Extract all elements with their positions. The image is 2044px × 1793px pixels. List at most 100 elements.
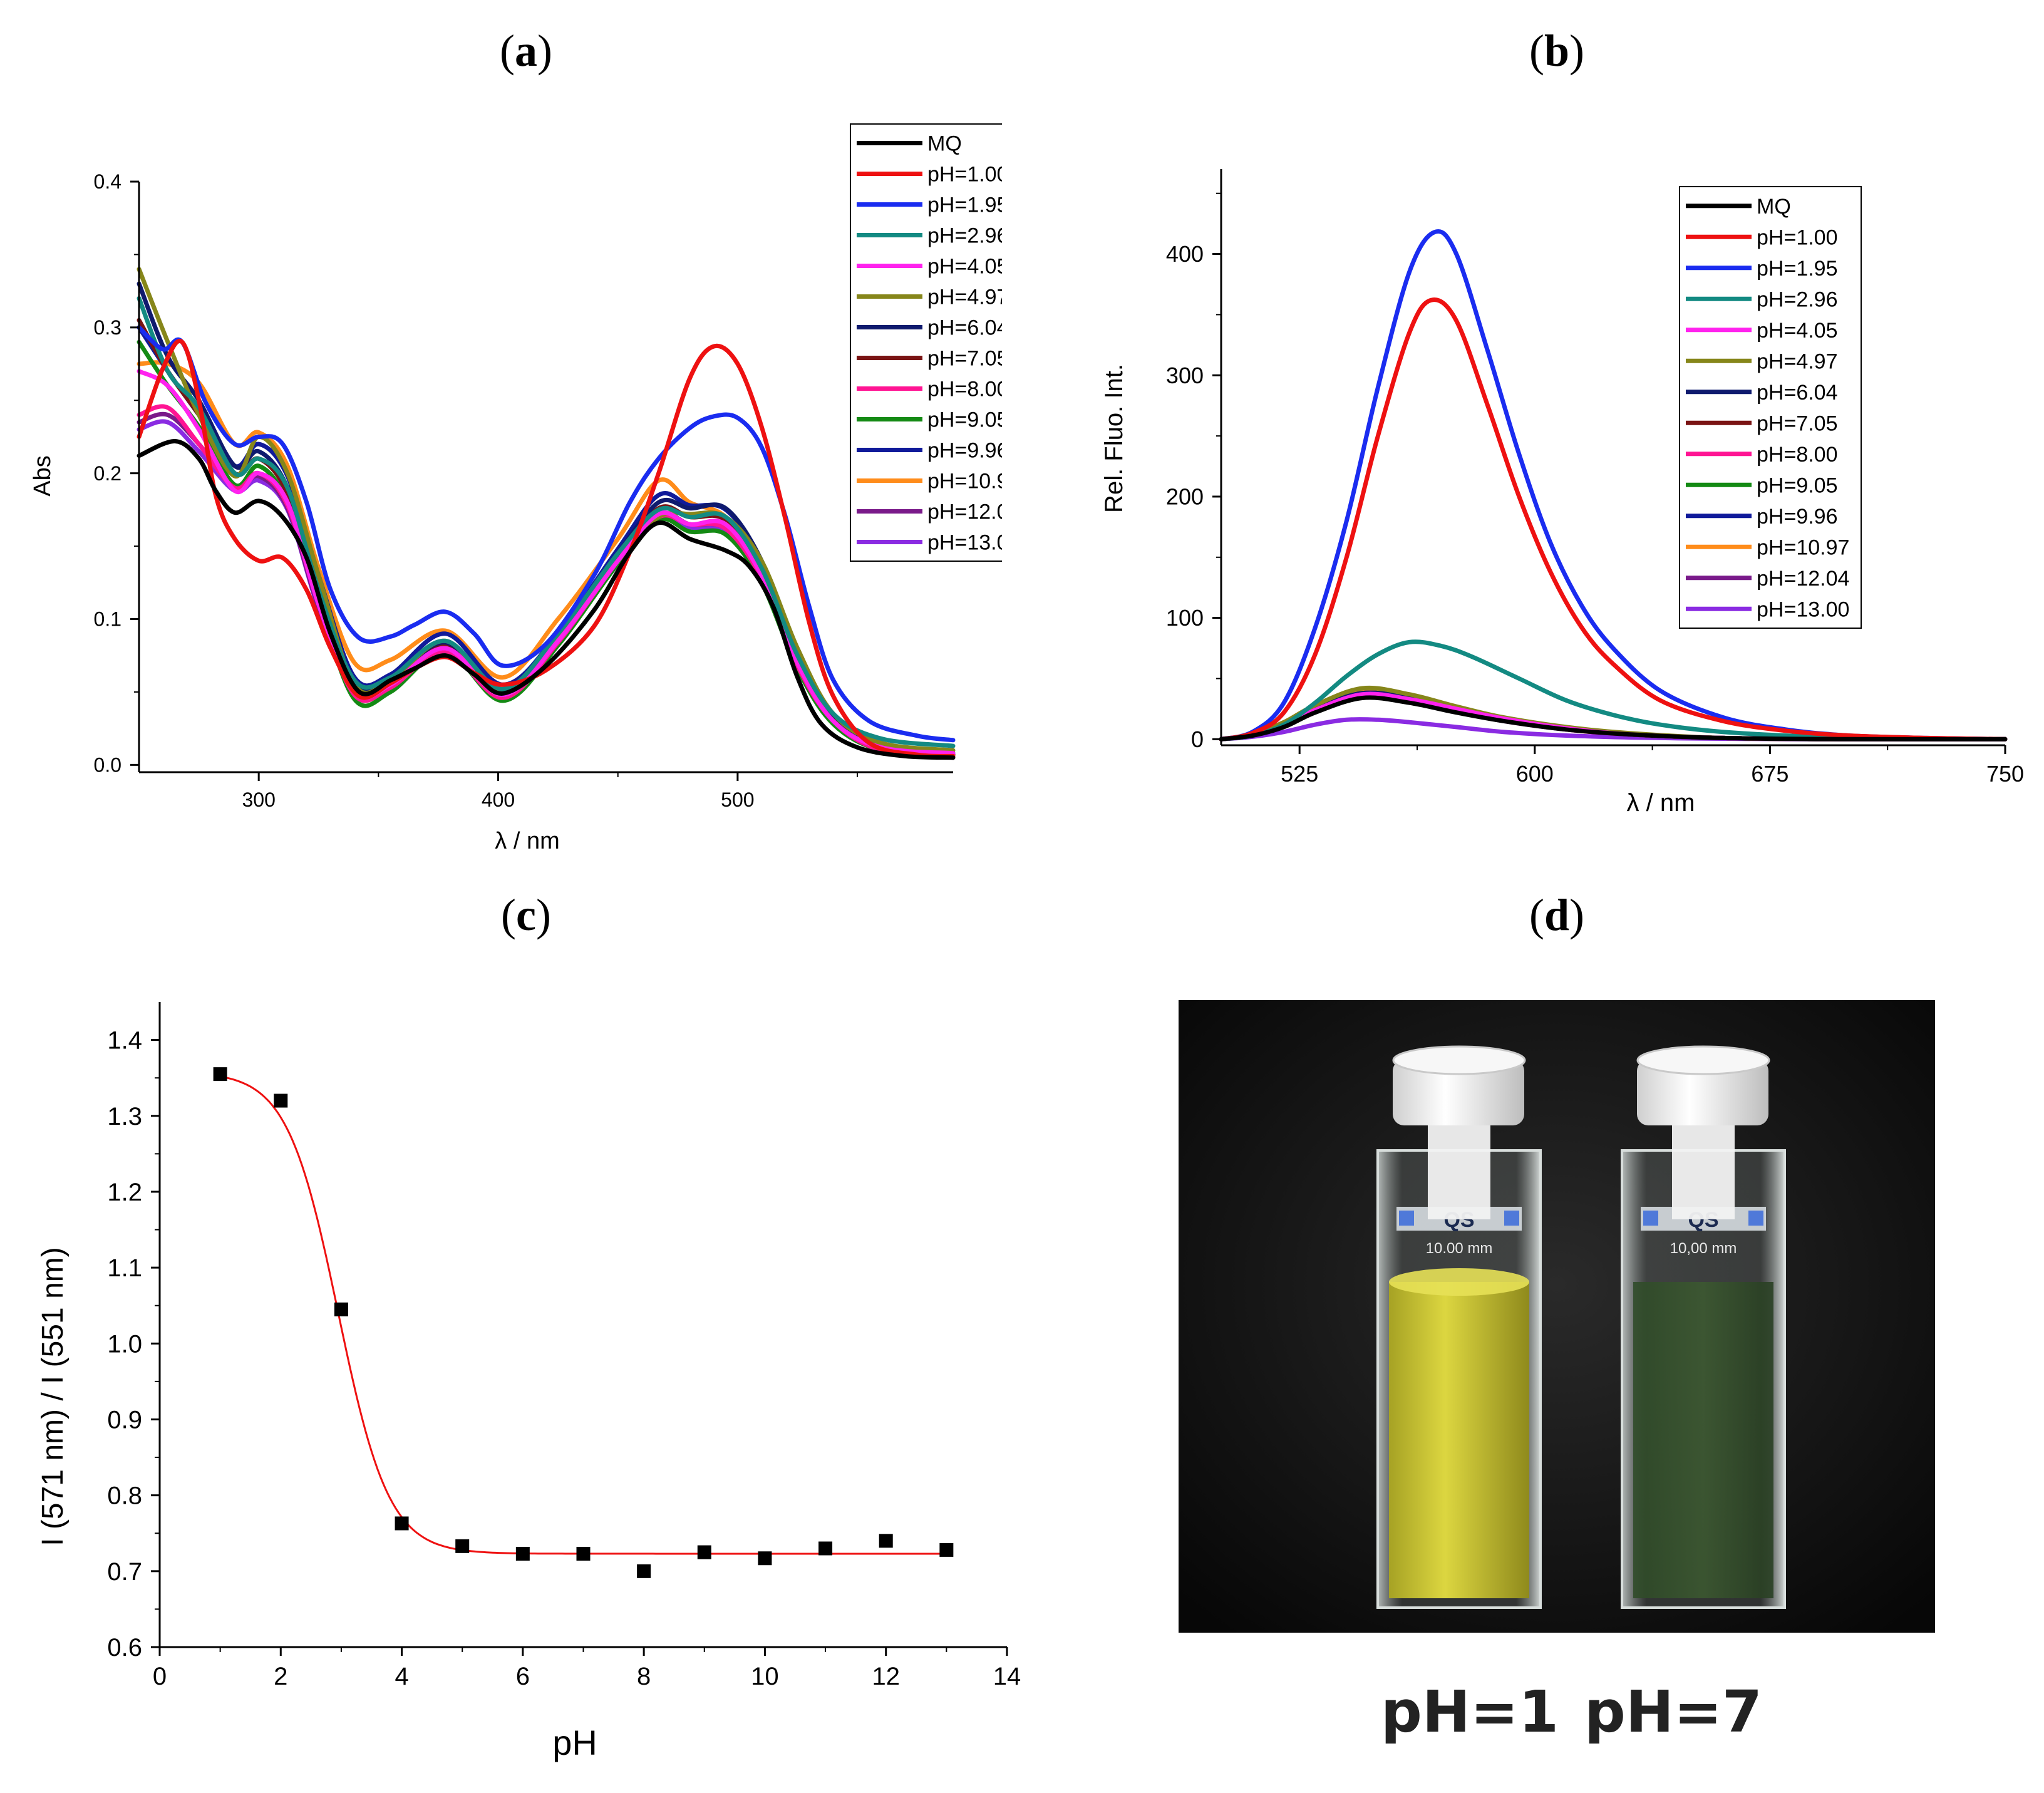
y-tick-label: 0.7 xyxy=(107,1558,142,1586)
series-line-ph-1-00 xyxy=(137,338,956,758)
y-tick-label: 0.2 xyxy=(94,462,121,485)
chart-c-xlabel: pH xyxy=(552,1723,597,1762)
data-point xyxy=(455,1539,470,1553)
chart-b-ylabel: Rel. Fluo. Int. xyxy=(1100,364,1128,513)
data-point xyxy=(274,1093,288,1108)
chart-c-ratio-vs-ph: 0 2 4 6 8 10 12 14 0.6 0.7 0.8 0.9 1.0 1.1 1.2 1.3 1.4 p… xyxy=(36,1002,1021,1762)
legend-label: MQ xyxy=(927,132,962,156)
panel-label-b: (b) xyxy=(1529,26,1584,76)
chart-b-xlabel: λ / nm xyxy=(1627,789,1695,817)
x-tick-label: 500 xyxy=(721,788,754,811)
x-tick-label: 300 xyxy=(242,788,275,811)
legend-label: pH=1.00 xyxy=(1757,225,1838,249)
data-point xyxy=(213,1067,227,1082)
x-tick-label: 400 xyxy=(482,788,515,811)
x-tick-label: 675 xyxy=(1751,761,1788,787)
legend-label: pH=6.04 xyxy=(1757,381,1838,405)
legend-label: pH=13.00 xyxy=(927,531,1002,555)
legend-label: pH=8.00 xyxy=(927,378,1002,401)
data-point xyxy=(818,1541,833,1556)
series-line-mq xyxy=(137,439,956,760)
y-tick-label: 0.0 xyxy=(94,754,121,777)
legend-label: pH=2.96 xyxy=(927,224,1002,248)
chart-b-legend: MQ pH=1.00 pH=1.95 pH=2.96 pH=4.05 pH=4.97 pH=… xyxy=(1679,186,1862,629)
series-line-ph-2-96 xyxy=(1219,639,2008,741)
panel-label-a: (a) xyxy=(500,26,552,76)
chart-c-ylabel: I (571 nm) / I (551 nm) xyxy=(36,1247,70,1546)
cuvette-right-path: 10,00 mm xyxy=(1670,1240,1737,1257)
x-tick-label: 600 xyxy=(1516,761,1554,787)
legend-label: pH=1.95 xyxy=(927,194,1002,217)
legend-label: pH=1.95 xyxy=(1757,257,1838,281)
x-tick-label: 750 xyxy=(1986,761,2024,787)
chart-a-axes: 300 400 500 0.0 0.1 0.2 0.3 0.4 xyxy=(94,170,953,811)
legend-label: pH=1.00 xyxy=(927,163,1002,187)
data-point xyxy=(334,1302,348,1316)
chart-b-fluorescence: 525 600 675 750 0 100 200 300 400 λ / nm Rel. Fl… xyxy=(1100,169,2024,817)
legend-label: pH=9.05 xyxy=(1757,473,1838,497)
cuvette-right-cap xyxy=(1637,1060,1768,1125)
legend-label: pH=12.04 xyxy=(1757,567,1849,591)
legend-label: pH=7.05 xyxy=(1757,411,1838,435)
y-tick-label: 0 xyxy=(1191,726,1204,752)
cuvette-left-cap xyxy=(1393,1060,1524,1125)
series-line-ph-2-96 xyxy=(137,296,956,748)
legend-label: pH=6.04 xyxy=(927,316,1002,340)
panel-label-c: (c) xyxy=(501,890,551,940)
x-tick-label: 2 xyxy=(274,1663,287,1690)
panel-label-d: (d) xyxy=(1529,890,1584,940)
chart-c-points-group xyxy=(213,1067,954,1578)
green-solution xyxy=(1633,1282,1773,1598)
legend-label: pH=10.97 xyxy=(1757,535,1849,559)
y-tick-label: 0.9 xyxy=(107,1406,142,1434)
sigmoid-fit-line xyxy=(220,1075,947,1555)
x-tick-label: 6 xyxy=(516,1663,530,1690)
cuvette-photo-svg: QS 10.00 mm QS 10,00 mm xyxy=(1179,1000,1935,1633)
legend-frame xyxy=(1679,186,1862,629)
data-point xyxy=(879,1534,893,1548)
chart-b-axes: 525 600 675 750 0 100 200 300 400 xyxy=(1166,169,2024,787)
chart-a-absorbance: 300 400 500 0.0 0.1 0.2 0.3 0.4 λ / nm Abs MQ pH… xyxy=(29,123,1002,854)
series-line-mq xyxy=(1219,695,2008,741)
legend-label: pH=4.05 xyxy=(1757,319,1838,343)
data-point xyxy=(939,1542,954,1557)
y-tick-label: 0.4 xyxy=(94,170,121,193)
legend-label: pH=4.97 xyxy=(1757,349,1838,373)
legend-label: pH=4.97 xyxy=(927,286,1002,309)
y-tick-label: 300 xyxy=(1166,363,1204,388)
x-tick-label: 8 xyxy=(637,1663,651,1690)
chart-a-ylabel: Abs xyxy=(29,455,56,496)
x-tick-label: 525 xyxy=(1281,761,1318,787)
legend-label: pH=7.05 xyxy=(927,347,1002,371)
chart-c-axes: 0 2 4 6 8 10 12 14 0.6 0.7 0.8 0.9 1.0 1.1 1.2 1.3 1.4 xyxy=(107,1002,1021,1690)
cuvette-photo: QS 10.00 mm QS 10,00 mm xyxy=(1179,1000,1935,1633)
series-line-ph-6-04 xyxy=(137,281,956,756)
y-tick-label: 200 xyxy=(1166,484,1204,510)
legend-label: pH=13.00 xyxy=(1757,597,1849,621)
x-tick-label: 4 xyxy=(395,1663,408,1690)
cuvette-left: QS 10.00 mm xyxy=(1376,1045,1542,1609)
y-tick-label: 1.1 xyxy=(107,1254,142,1282)
y-tick-label: 1.4 xyxy=(107,1027,142,1055)
y-tick-label: 0.3 xyxy=(94,316,121,339)
chart-a-xlabel: λ / nm xyxy=(495,828,559,854)
chart-a-series-group xyxy=(137,267,956,760)
data-point xyxy=(637,1564,651,1578)
legend-label: pH=4.05 xyxy=(927,255,1002,279)
data-point xyxy=(576,1546,591,1561)
data-point xyxy=(515,1546,530,1561)
photo-background xyxy=(1179,1000,1935,1633)
y-tick-label: 400 xyxy=(1166,241,1204,267)
chart-a-legend: MQ pH=1.00 pH=1.95 pH=2.96 pH=4.05 pH=4.97 pH=… xyxy=(850,123,1002,562)
y-tick-label: 100 xyxy=(1166,605,1204,631)
chart-b-series-group xyxy=(1219,229,2008,741)
chart-c-fit-group xyxy=(220,1075,947,1555)
y-tick-label: 1.2 xyxy=(107,1179,142,1206)
caption-ph-1: pH=1 xyxy=(1381,1678,1559,1745)
yellow-solution xyxy=(1389,1282,1529,1598)
series-line-ph-1-95 xyxy=(137,325,956,743)
legend-frame xyxy=(850,123,1002,562)
y-tick-label: 0.8 xyxy=(107,1482,142,1510)
legend-label: pH=9.96 xyxy=(1757,505,1838,529)
legend-label: pH=10.97 xyxy=(927,470,1002,493)
